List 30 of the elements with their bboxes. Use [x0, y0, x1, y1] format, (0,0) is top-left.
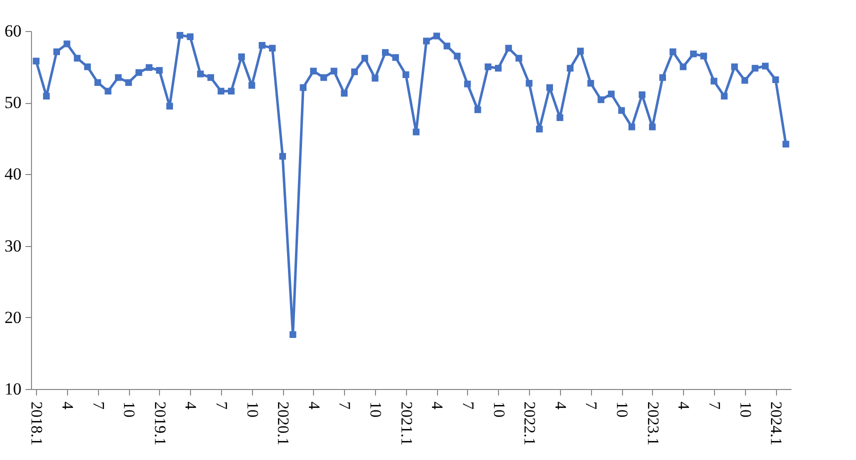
x-tick-label: 7 [582, 402, 600, 410]
x-tick-label: 7 [705, 402, 722, 410]
x-tick-label: 2018.1 [28, 402, 45, 446]
y-tick-label: 60 [4, 22, 22, 40]
x-tick-label: 4 [551, 402, 568, 410]
x-tick-label: 10 [490, 402, 507, 418]
x-tick-label: 4 [182, 402, 199, 410]
x-tick-label: 2019.1 [150, 402, 168, 446]
x-tick-label: 4 [428, 402, 446, 410]
x-tick-label: 10 [366, 402, 384, 418]
x-tick-label: 10 [120, 402, 138, 418]
x-tick-label: 7 [336, 402, 353, 410]
y-tick-label: 50 [4, 93, 22, 112]
x-tick-label: 2020.1 [274, 402, 292, 446]
x-tick-label: 2023.1 [644, 402, 661, 446]
x-tick-label: 7 [89, 402, 106, 410]
y-tick-label: 30 [4, 236, 22, 256]
x-tick-label: 4 [304, 402, 322, 410]
x-tick-label: 4 [674, 402, 692, 410]
x-tick-label: 2024.1 [767, 402, 784, 446]
x-tick-label: 2021.1 [397, 402, 414, 446]
x-tick-label: 10 [243, 402, 260, 418]
x-tick-label: 10 [736, 402, 754, 418]
x-tick-label: 2022.1 [520, 402, 538, 446]
y-tick-label: 20 [4, 308, 22, 327]
x-tick-label: 10 [613, 402, 630, 418]
x-tick-label: 4 [58, 402, 76, 410]
x-tick-label: 7 [212, 402, 230, 410]
y-tick-label: 40 [4, 164, 22, 184]
x-tick-label: 7 [458, 402, 476, 410]
